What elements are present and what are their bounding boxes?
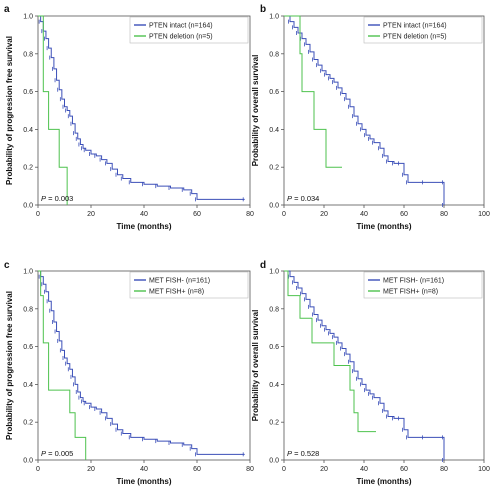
y-tick-label: 0.8	[23, 51, 33, 58]
panel-letter: c	[4, 260, 10, 271]
y-axis-label: Probability of overall survival	[251, 310, 260, 422]
panel-a: a 0.0 0.2 0.4 0.6 0.8 1.0 0 20 40 60 80 Time (months…	[4, 4, 254, 231]
y-tick-label: 0.8	[23, 306, 33, 313]
x-tick-label: 40	[360, 211, 368, 218]
x-tick-label: 60	[193, 466, 201, 473]
y-tick-label: 0.6	[23, 89, 33, 96]
p-value-symbol: P	[287, 194, 292, 203]
plot-frame	[283, 15, 485, 206]
p-value-number: = 0.003	[46, 194, 73, 203]
x-tick-label: 60	[193, 211, 201, 218]
x-tick-label: 20	[87, 466, 95, 473]
p-value-number: = 0.528	[292, 449, 319, 458]
p-value-symbol: P	[41, 194, 46, 203]
y-axis-label: Probability of progression free survival	[5, 36, 14, 185]
x-tick-label: 0	[282, 466, 286, 473]
y-tick-label: 0.2	[23, 420, 33, 427]
p-value-number: = 0.034	[292, 194, 319, 203]
x-tick-label: 20	[320, 466, 328, 473]
x-tick-label: 0	[282, 211, 286, 218]
y-tick-label: 0.0	[23, 203, 33, 210]
x-tick-label: 60	[400, 211, 408, 218]
series-line-0	[38, 270, 245, 455]
series-line-0	[38, 15, 245, 200]
y-tick-label: 1.0	[23, 14, 33, 21]
x-axis-label: Time (months)	[117, 477, 172, 486]
x-axis-label: Time (months)	[357, 477, 412, 486]
legend-box	[129, 271, 249, 299]
p-value: P = 0.528	[287, 449, 319, 458]
y-tick-label: 0.0	[23, 458, 33, 465]
legend-label-0: PTEN intact (n=164)	[383, 23, 447, 30]
legend-label-1: MET FISH+ (n=8)	[383, 289, 438, 296]
y-tick-label: 0.2	[23, 165, 33, 172]
x-tick-label: 0	[36, 466, 40, 473]
y-tick-label: 0.6	[269, 89, 279, 96]
x-tick-label: 20	[320, 211, 328, 218]
x-axis-label: Time (months)	[117, 222, 172, 231]
y-tick-label: 0.4	[23, 127, 33, 134]
y-tick-label: 0.6	[269, 344, 279, 351]
x-tick-label: 40	[360, 466, 368, 473]
x-tick-label: 100	[478, 211, 490, 218]
x-tick-label: 80	[246, 211, 254, 218]
panel-b: b 0.0 0.2 0.4 0.6 0.8 1.0 0 20 40 60 80 100 Time (mon…	[251, 4, 490, 231]
panel-c: c 0.0 0.2 0.4 0.6 0.8 1.0 0 20 40 60 80 Time (months…	[4, 260, 254, 486]
x-tick-label: 40	[140, 211, 148, 218]
x-tick-label: 80	[440, 211, 448, 218]
legend-label-0: PTEN intact (n=164)	[149, 23, 213, 30]
legend-label-1: MET FISH+ (n=8)	[149, 289, 204, 296]
p-value: P = 0.003	[41, 194, 73, 203]
y-tick-label: 0.0	[269, 203, 279, 210]
legend-label-0: MET FISH- (n=161)	[383, 278, 444, 285]
y-tick-label: 0.0	[269, 458, 279, 465]
legend-box	[363, 16, 483, 44]
x-tick-label: 40	[140, 466, 148, 473]
y-tick-label: 0.4	[269, 127, 279, 134]
panel-letter: a	[4, 4, 10, 15]
legend-label-1: PTEN deletion (n=5)	[149, 34, 213, 41]
p-value-number: = 0.005	[46, 449, 73, 458]
y-tick-label: 0.4	[269, 382, 279, 389]
y-tick-label: 1.0	[23, 269, 33, 276]
x-tick-label: 60	[400, 466, 408, 473]
series-line-1	[38, 270, 87, 460]
series-line-0	[284, 15, 445, 205]
legend-box	[129, 16, 249, 44]
y-axis-label: Probability of overall survival	[251, 55, 260, 167]
p-value-symbol: P	[287, 449, 292, 458]
x-tick-label: 20	[87, 211, 95, 218]
y-tick-label: 0.4	[23, 382, 33, 389]
y-axis-label: Probability of progression free survival	[5, 291, 14, 440]
legend-label-0: MET FISH- (n=161)	[149, 278, 210, 285]
x-tick-label: 80	[440, 466, 448, 473]
series-line-1	[38, 15, 68, 205]
p-value: P = 0.005	[41, 449, 73, 458]
x-tick-label: 80	[246, 466, 254, 473]
y-tick-label: 0.8	[269, 51, 279, 58]
y-tick-label: 1.0	[269, 14, 279, 21]
p-value: P = 0.034	[287, 194, 319, 203]
y-tick-label: 0.2	[269, 420, 279, 427]
legend-box	[363, 271, 483, 299]
series-line-0	[284, 270, 445, 460]
legend-label-1: PTEN deletion (n=5)	[383, 34, 447, 41]
x-tick-label: 0	[36, 211, 40, 218]
x-axis-label: Time (months)	[357, 222, 412, 231]
p-value-symbol: P	[41, 449, 46, 458]
series-line-1	[284, 270, 376, 433]
panel-letter: b	[260, 4, 266, 15]
panel-letter: d	[260, 260, 266, 271]
series-line-1	[284, 15, 342, 168]
y-tick-label: 0.2	[269, 165, 279, 172]
x-tick-label: 100	[478, 466, 490, 473]
y-tick-label: 0.6	[23, 344, 33, 351]
panel-d: d 0.0 0.2 0.4 0.6 0.8 1.0 0 20 40 60 80 100 Time (mon…	[251, 260, 490, 486]
y-tick-label: 0.8	[269, 306, 279, 313]
plot-frame	[283, 270, 485, 461]
y-tick-label: 1.0	[269, 269, 279, 276]
